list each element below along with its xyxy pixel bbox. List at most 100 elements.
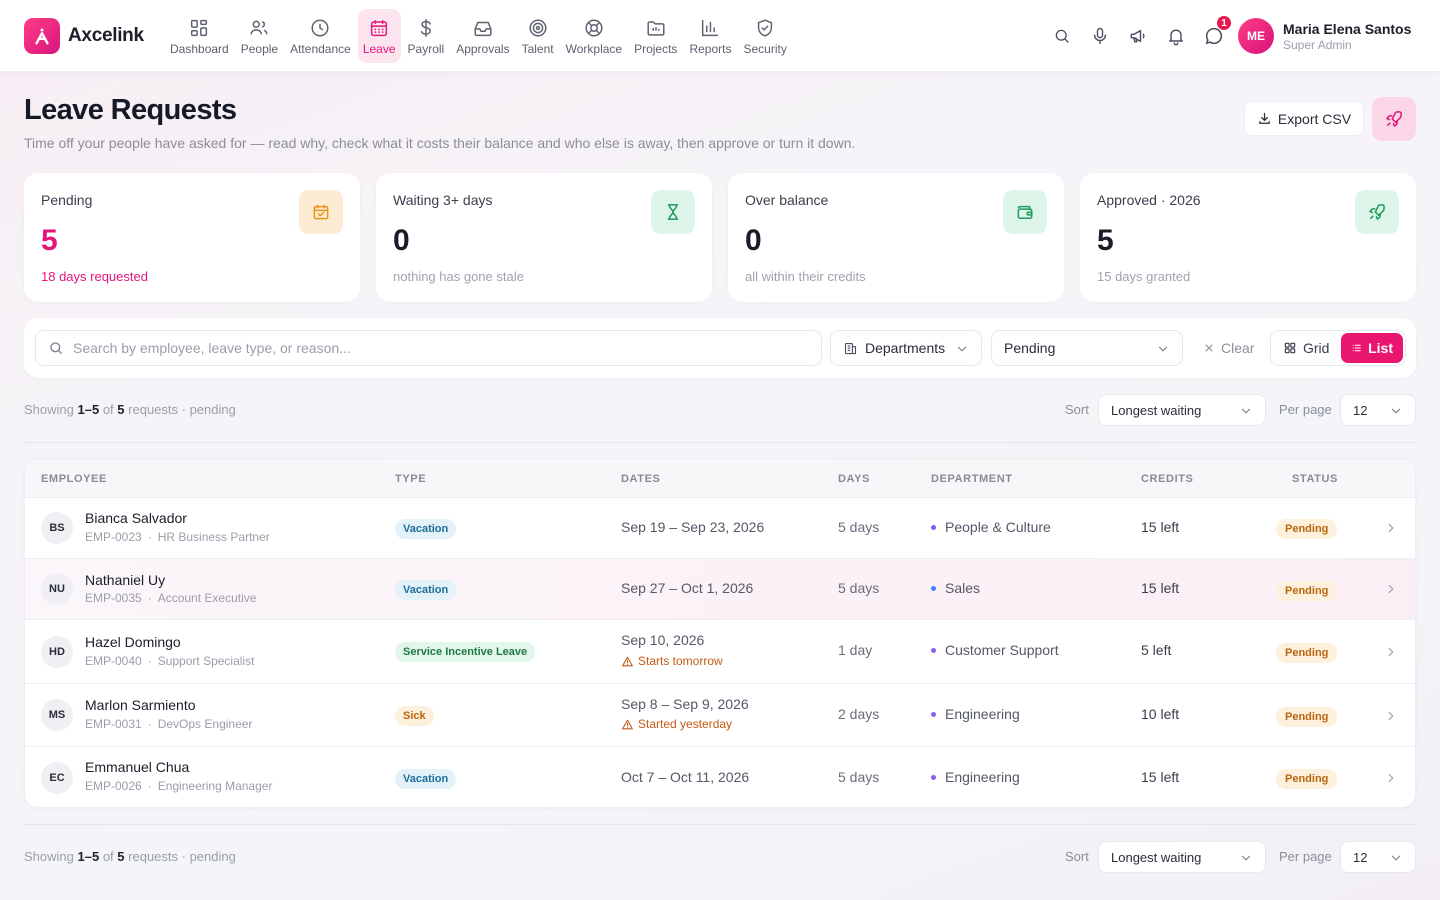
leave-dates: Sep 8 – Sep 9, 2026 (621, 696, 749, 712)
divider (24, 824, 1416, 825)
showing-range: 1–5 (77, 849, 100, 864)
bar-chart-icon (702, 19, 719, 36)
chevron-right-icon (1388, 523, 1394, 533)
search-input[interactable] (73, 340, 773, 356)
credits-left: 10 left (1141, 706, 1180, 722)
building-icon (844, 342, 857, 354)
employee-title: Support Specialist (157, 654, 255, 668)
column-header-department[interactable]: DEPARTMENT (931, 473, 1013, 485)
credits-left: 15 left (1141, 519, 1180, 535)
table-row[interactable]: HD Hazel Domingo EMP-0040 · Support Specia… (25, 620, 1415, 684)
chevron-right-icon (1388, 711, 1394, 721)
employee-title: DevOps Engineer (157, 717, 253, 731)
showing-total: 5 (117, 402, 125, 417)
sort-select[interactable]: Longest waiting (1098, 394, 1266, 426)
showing-prefix: Showing (24, 402, 74, 417)
leave-days: 2 days (838, 706, 880, 722)
leave-dates: Oct 7 – Oct 11, 2026 (621, 769, 750, 785)
user-role: Super Admin (1283, 37, 1352, 52)
chevron-down-icon (957, 346, 967, 352)
leave-type-badge: Vacation (395, 769, 457, 789)
dollar-icon (420, 18, 431, 37)
department: People & Culture (931, 519, 1051, 535)
nav-item-attendance[interactable]: Attendance (285, 9, 356, 63)
rocket-icon (1386, 111, 1402, 127)
employee-avatar: HD (41, 636, 73, 668)
department-name: Customer Support (945, 642, 1059, 658)
per-page-select[interactable]: 12 (1340, 394, 1416, 426)
department-name: Engineering (945, 769, 1020, 785)
leave-days: 5 days (838, 769, 880, 785)
bell-icon[interactable] (1162, 22, 1190, 50)
nav-item-workplace[interactable]: Workplace (561, 9, 627, 63)
plane-icon (1355, 190, 1399, 234)
credits-left: 15 left (1141, 580, 1180, 596)
nav-label: Leave (362, 41, 396, 56)
nav-label: Approvals (456, 41, 510, 56)
table-row[interactable]: BS Bianca Salvador EMP-0023 · HR Business … (25, 498, 1415, 559)
per-page-select[interactable]: 12 (1340, 841, 1416, 873)
nav-item-people[interactable]: People (236, 9, 283, 63)
nav-item-approvals[interactable]: Approvals (451, 9, 514, 63)
nav-item-leave[interactable]: Leave (357, 9, 401, 63)
nav-item-security[interactable]: Security (738, 9, 791, 63)
column-header-employee[interactable]: EMPLOYEE (41, 473, 107, 485)
stat-value: 5 (41, 224, 58, 257)
inbox-icon (474, 21, 492, 36)
avatar: ME (1238, 18, 1274, 54)
list-view-button[interactable]: List (1341, 333, 1403, 363)
showing-of: of (102, 402, 114, 417)
table-row[interactable]: MS Marlon Sarmiento EMP-0031 · DevOps Engi… (25, 684, 1415, 747)
wallet-icon (1003, 190, 1047, 234)
department-dot (931, 774, 936, 780)
hourglass-icon (651, 190, 695, 234)
department-select[interactable]: Departments (830, 330, 982, 366)
megaphone-icon[interactable] (1124, 22, 1152, 50)
per-page-value: 12 (1353, 849, 1368, 865)
user-menu[interactable]: ME Maria Elena Santos Super Admin (1238, 18, 1411, 54)
showing-total: 5 (117, 849, 125, 864)
showing-text: Showing 1–5 of 5 requests · pending (24, 402, 236, 417)
people-icon (250, 20, 268, 34)
employee-id: EMP-0040 (85, 654, 142, 668)
export-csv-button[interactable]: Export CSV (1244, 101, 1364, 136)
status-select[interactable]: Pending (991, 330, 1183, 366)
brand[interactable]: Axcelink (24, 18, 144, 54)
nav-item-dashboard[interactable]: Dashboard (165, 9, 234, 63)
search-icon (50, 342, 62, 354)
stat-note: 18 days requested (41, 269, 148, 284)
messages-icon[interactable]: 1 (1200, 15, 1232, 50)
stat-card-pending: Pending 5 18 days requested (24, 173, 360, 302)
grid-view-button[interactable]: Grid (1273, 333, 1339, 363)
nav-item-payroll[interactable]: Payroll (403, 9, 450, 63)
employee-title: Account Executive (157, 591, 257, 605)
nav-item-projects[interactable]: Projects (629, 9, 682, 63)
quick-action-button[interactable] (1372, 97, 1416, 141)
nav-item-talent[interactable]: Talent (517, 9, 559, 63)
results-summary-top: Showing 1–5 of 5 requests · pending Sort… (24, 394, 1416, 428)
page-title: Leave Requests (24, 94, 237, 126)
sort-label: Sort (1065, 402, 1089, 417)
clock-icon (311, 18, 329, 37)
clear-filters-button[interactable]: Clear (1203, 340, 1254, 356)
department-name: People & Culture (945, 519, 1051, 535)
stat-card-approved: Approved · 2026 5 15 days granted (1080, 173, 1416, 302)
column-header-dates[interactable]: DATES (621, 473, 661, 485)
sort-select[interactable]: Longest waiting (1098, 841, 1266, 873)
employee-name: Marlon Sarmiento (85, 697, 196, 713)
column-header-days[interactable]: DAYS (838, 473, 870, 485)
employee-meta: EMP-0040 · Support Specialist (85, 654, 255, 668)
column-header-type[interactable]: TYPE (395, 473, 427, 485)
table-row[interactable]: NU Nathaniel Uy EMP-0035 · Account Executi… (25, 559, 1415, 620)
employee-avatar: MS (41, 699, 73, 731)
table-row[interactable]: EC Emmanuel Chua EMP-0026 · Engineering Ma… (25, 747, 1415, 807)
nav-item-reports[interactable]: Reports (684, 9, 736, 63)
leave-days: 5 days (838, 580, 880, 596)
nav-label: Attendance (290, 41, 351, 56)
search-icon[interactable] (1048, 22, 1076, 50)
microphone-icon[interactable] (1086, 22, 1114, 50)
leave-type-badge: Vacation (395, 580, 457, 600)
column-header-credits[interactable]: CREDITS (1141, 473, 1194, 485)
column-header-status[interactable]: STATUS (1292, 473, 1338, 485)
chevron-down-icon (1241, 408, 1251, 414)
